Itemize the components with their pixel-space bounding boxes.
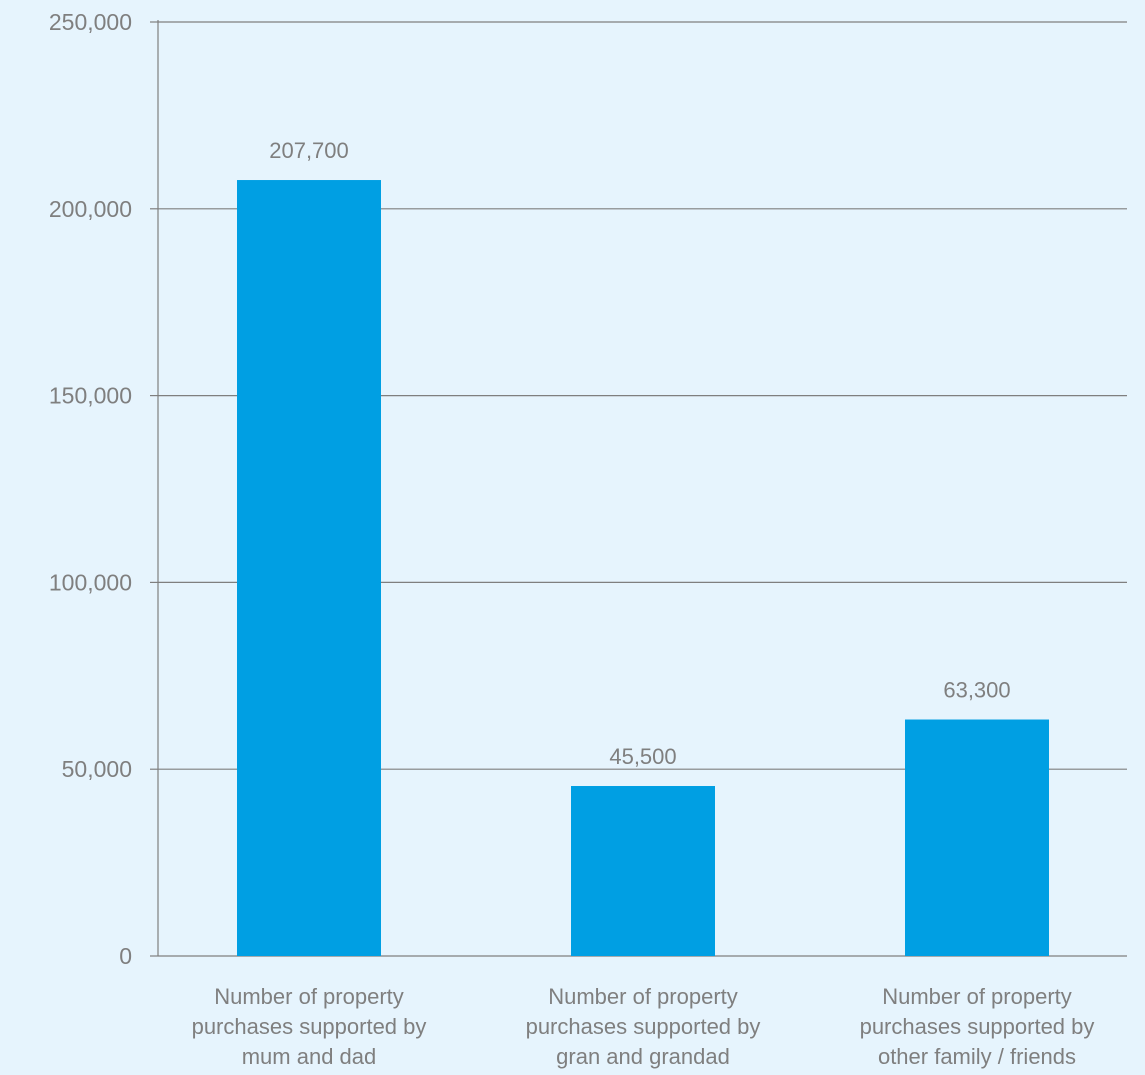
category-label: Number of property xyxy=(882,984,1072,1009)
bars xyxy=(237,180,1049,956)
category-label: purchases supported by xyxy=(860,1014,1095,1039)
y-axis: 0 50,000 100,000 150,000 200,000 250,000 xyxy=(49,9,159,969)
category-label: Number of property xyxy=(548,984,738,1009)
category-label: purchases supported by xyxy=(192,1014,427,1039)
category-labels: Number of property purchases supported by… xyxy=(192,984,1095,1069)
data-label: 207,700 xyxy=(269,138,349,163)
y-tick-label: 0 xyxy=(119,943,132,969)
bar xyxy=(571,786,715,956)
category-label: mum and dad xyxy=(242,1044,377,1069)
bar xyxy=(237,180,381,956)
y-tick-label: 250,000 xyxy=(49,9,132,35)
y-tick-label: 100,000 xyxy=(49,569,132,595)
bar xyxy=(905,719,1049,956)
category-label: gran and grandad xyxy=(556,1044,730,1069)
data-labels: 207,700 45,500 63,300 xyxy=(269,138,1010,769)
category-label: other family / friends xyxy=(878,1044,1076,1069)
data-label: 45,500 xyxy=(609,744,676,769)
y-tick-label: 150,000 xyxy=(49,383,132,409)
category-label: purchases supported by xyxy=(526,1014,761,1039)
category-label: Number of property xyxy=(214,984,404,1009)
y-tick-label: 200,000 xyxy=(49,196,132,222)
y-tick-label: 50,000 xyxy=(62,756,132,782)
data-label: 63,300 xyxy=(943,678,1010,703)
